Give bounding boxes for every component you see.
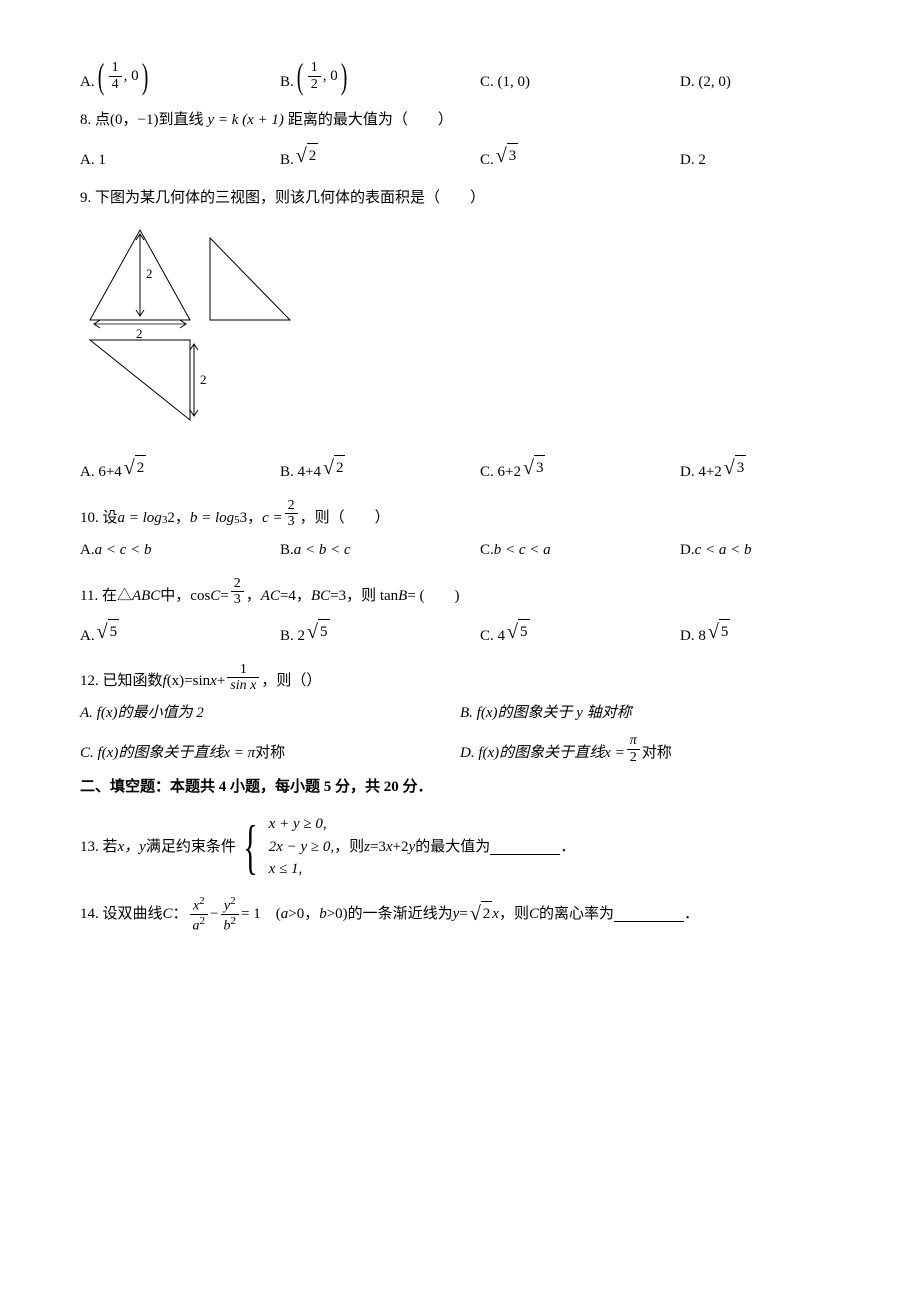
q11-optB: B. 25 (280, 616, 480, 648)
dim-label: 2 (146, 266, 153, 281)
label: C. (480, 70, 494, 94)
q11-options: A. 5 B. 25 C. 45 D. 85 (80, 616, 840, 648)
paren: ( 1 4 , 0 ) (95, 58, 151, 94)
q9-optD: D. 4+2 3 (680, 452, 840, 484)
q12-optD: D. f(x)的图象关于直线 x = π2 对称 (460, 733, 840, 765)
q8-optC: C. 3 (480, 140, 680, 172)
q8-optB: B. 2 (280, 140, 480, 172)
q9-optA: A. 6+4 2 (80, 452, 280, 484)
q13-stem: 13. 若 x，y 满足约束条件 { x + y ≥ 0, 2x − y ≥ 0… (80, 813, 840, 881)
q12-stem: 12. 已知函数 f(x) =sinx + 1sin x ，则（） (80, 662, 840, 694)
q12-optA: A. f(x)的最小值为 2 (80, 701, 460, 725)
three-view-svg: 2 2 2 (80, 220, 320, 430)
fraction: 1 4 (109, 60, 122, 92)
answer-blank (490, 839, 560, 855)
answer-blank (614, 906, 684, 922)
q9-stem: 9. 下图为某几何体的三视图，则该几何体的表面积是（ ） (80, 186, 840, 210)
q11-optA: A. 5 (80, 616, 280, 648)
paren: ( 1 2 , 0 ) (294, 58, 350, 94)
q10-optB: B. a < b < c (280, 538, 480, 562)
q11-optD: D. 85 (680, 616, 840, 648)
q11-optC: C. 45 (480, 616, 680, 648)
q10-stem: 10. 设 a = log3 2 ， b = log5 3 ， c = 23 ，… (80, 498, 840, 530)
q8-optA: A. 1 (80, 148, 280, 172)
q11-stem: 11. 在△ABC 中，cosC= 23 ， AC=4， BC=3，则 tan … (80, 576, 840, 608)
q8-optD: D. 2 (680, 148, 840, 172)
label: B. (280, 70, 294, 94)
dim-label: 2 (136, 326, 143, 341)
q14-stem: 14. 设双曲线 C ： x2 a2 − y2 b2 = 1 ( a>0， b>… (80, 895, 840, 934)
q9-options: A. 6+4 2 B. 4+4 2 C. 6+2 3 D. 4+2 3 (80, 452, 840, 484)
q12-optC: C. f(x)的图象关于直线 x = π 对称 (80, 741, 460, 765)
q7-optB: B. ( 1 2 , 0 ) (280, 58, 480, 94)
q9-optB: B. 4+4 2 (280, 452, 480, 484)
q9-diagram: 2 2 2 (80, 220, 840, 438)
section2-heading: 二、填空题：本题共 4 小题，每小题 5 分，共 20 分． (80, 775, 840, 799)
label: A. (80, 70, 95, 94)
dim-label: 2 (200, 372, 207, 387)
label: D. (680, 70, 695, 94)
q10-optA: A. a < c < b (80, 538, 280, 562)
q8-stem: 8. 点(0，−1)到直线 y = k (x + 1) 距离的最大值为（ ） (80, 108, 840, 132)
q7-optA: A. ( 1 4 , 0 ) (80, 58, 280, 94)
q7-options: A. ( 1 4 , 0 ) B. ( 1 2 , 0 ) C. (1, 0) … (80, 58, 840, 94)
q7-optD: D. (2, 0) (680, 70, 840, 94)
q8-options: A. 1 B. 2 C. 3 D. 2 (80, 140, 840, 172)
brace-system: { x + y ≥ 0, 2x − y ≥ 0, x ≤ 1, (236, 813, 334, 881)
fraction: 1 2 (308, 60, 321, 92)
q12-options-cd: C. f(x)的图象关于直线 x = π 对称 D. f(x)的图象关于直线 x… (80, 733, 840, 765)
q12-optB: B. f(x)的图象关于 y 轴对称 (460, 701, 840, 725)
q12-options-ab: A. f(x)的最小值为 2 B. f(x)的图象关于 y 轴对称 (80, 701, 840, 725)
q10-optD: D. c < a < b (680, 538, 840, 562)
q10-options: A. a < c < b B. a < b < c C. b < c < a D… (80, 538, 840, 562)
q9-optC: C. 6+2 3 (480, 452, 680, 484)
q10-optC: C. b < c < a (480, 538, 680, 562)
q7-optC: C. (1, 0) (480, 70, 680, 94)
